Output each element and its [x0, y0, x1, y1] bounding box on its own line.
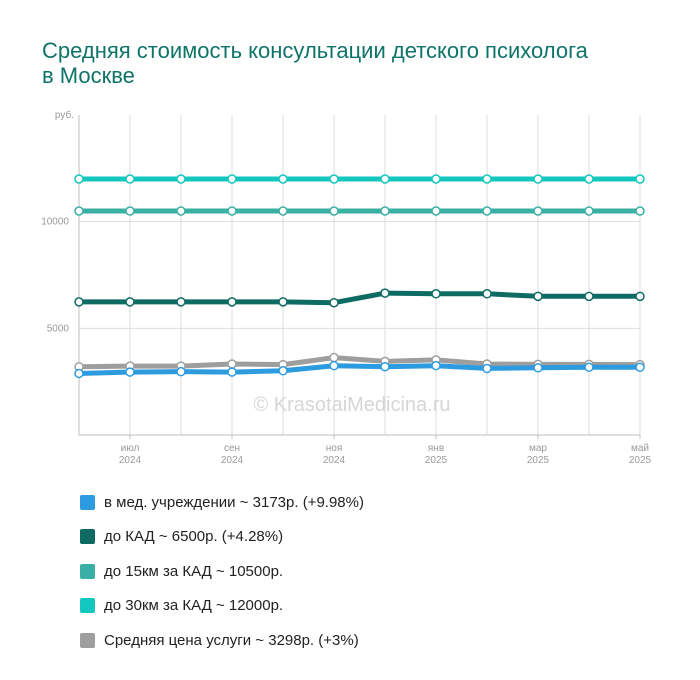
x-tick-month: сен — [224, 443, 240, 454]
data-point[interactable] — [74, 297, 84, 307]
data-point[interactable] — [380, 174, 390, 184]
line-chart: 500010000руб.июл2024сен2024ноя2024янв202… — [41, 109, 652, 466]
legend-swatch — [80, 632, 95, 648]
legend-label: до 30км за КАД ~ 12000р. — [104, 597, 284, 615]
data-point[interactable] — [431, 289, 441, 299]
y-tick-label: 10000 — [41, 217, 69, 228]
data-point[interactable] — [176, 174, 186, 184]
x-tick-year: 2025 — [629, 455, 652, 466]
legend-label: до 15км за КАД ~ 10500р. — [104, 562, 284, 580]
data-point[interactable] — [278, 174, 288, 184]
data-point[interactable] — [74, 174, 84, 184]
data-point[interactable] — [329, 297, 339, 308]
data-point[interactable] — [482, 174, 492, 184]
x-tick-month: мар — [529, 443, 547, 454]
data-point[interactable] — [584, 174, 594, 184]
data-point[interactable] — [278, 206, 288, 216]
data-point[interactable] — [380, 206, 390, 216]
data-point[interactable] — [227, 206, 237, 216]
series-line — [76, 355, 643, 370]
legend-item[interactable]: в мед. учреждении ~ 3173р. (+9.98%) — [80, 485, 364, 520]
data-point[interactable] — [227, 367, 237, 377]
data-point[interactable] — [125, 174, 135, 184]
chart-title: Средняя стоимость консультации детского … — [42, 38, 588, 88]
y-tick-label: 5000 — [47, 323, 70, 334]
data-point[interactable] — [533, 363, 543, 373]
data-point[interactable] — [533, 291, 543, 302]
data-point[interactable] — [584, 291, 594, 302]
legend-item[interactable]: Средняя цена услуги ~ 3298р. (+3%) — [80, 623, 364, 658]
data-point[interactable] — [431, 174, 441, 184]
y-unit-label: руб. — [55, 109, 74, 121]
data-point[interactable] — [380, 361, 390, 372]
legend: в мед. учреждении ~ 3173р. (+9.98%) до К… — [80, 485, 364, 658]
x-tick-month: ноя — [326, 443, 343, 454]
data-point[interactable] — [74, 206, 84, 216]
data-point[interactable] — [635, 291, 645, 302]
legend-item[interactable]: до 30км за КАД ~ 12000р. — [80, 589, 364, 624]
series-line — [76, 363, 643, 376]
data-point[interactable] — [482, 289, 492, 299]
data-point[interactable] — [74, 368, 84, 379]
legend-swatch — [80, 563, 95, 579]
data-point[interactable] — [125, 367, 135, 377]
legend-swatch — [80, 598, 95, 614]
data-point[interactable] — [329, 206, 339, 216]
legend-label: Средняя цена услуги ~ 3298р. (+3%) — [104, 631, 359, 649]
data-point[interactable] — [584, 206, 594, 216]
data-point[interactable] — [227, 359, 237, 369]
watermark-text: © KrasotaiMedicina.ru — [253, 394, 450, 416]
x-tick-year: 2025 — [425, 455, 448, 466]
data-point[interactable] — [329, 360, 339, 371]
x-tick-year: 2024 — [119, 455, 142, 466]
data-point[interactable] — [635, 206, 645, 216]
data-point[interactable] — [431, 360, 441, 371]
data-point[interactable] — [176, 297, 186, 307]
data-point[interactable] — [482, 363, 492, 374]
x-tick-month: июл — [121, 443, 140, 454]
x-tick-year: 2024 — [221, 455, 244, 466]
data-point[interactable] — [635, 174, 645, 184]
data-point[interactable] — [482, 206, 492, 216]
legend-swatch — [80, 529, 95, 545]
data-point[interactable] — [176, 206, 186, 216]
data-point[interactable] — [227, 174, 237, 184]
data-point[interactable] — [278, 366, 288, 376]
data-point[interactable] — [329, 174, 339, 184]
data-point[interactable] — [176, 366, 186, 377]
x-tick-year: 2025 — [527, 455, 550, 466]
data-point[interactable] — [227, 297, 237, 307]
data-point[interactable] — [125, 297, 135, 307]
data-point[interactable] — [278, 297, 288, 307]
data-point[interactable] — [533, 206, 543, 216]
x-tick-year: 2024 — [323, 455, 346, 466]
series-line — [76, 290, 643, 306]
data-point[interactable] — [584, 362, 594, 373]
data-point[interactable] — [380, 288, 390, 298]
data-point[interactable] — [431, 206, 441, 216]
data-point[interactable] — [533, 174, 543, 184]
data-point[interactable] — [329, 352, 339, 363]
x-tick-month: янв — [428, 443, 444, 454]
legend-swatch — [80, 494, 95, 510]
legend-label: до КАД ~ 6500р. (+4.28%) — [104, 528, 284, 546]
data-point[interactable] — [635, 362, 645, 373]
legend-label: в мед. учреждении ~ 3173р. (+9.98%) — [104, 493, 364, 511]
legend-item[interactable]: до 15км за КАД ~ 10500р. — [80, 554, 364, 589]
legend-item[interactable]: до КАД ~ 6500р. (+4.28%) — [80, 520, 364, 555]
data-point[interactable] — [125, 206, 135, 216]
x-tick-month: май — [631, 443, 649, 454]
